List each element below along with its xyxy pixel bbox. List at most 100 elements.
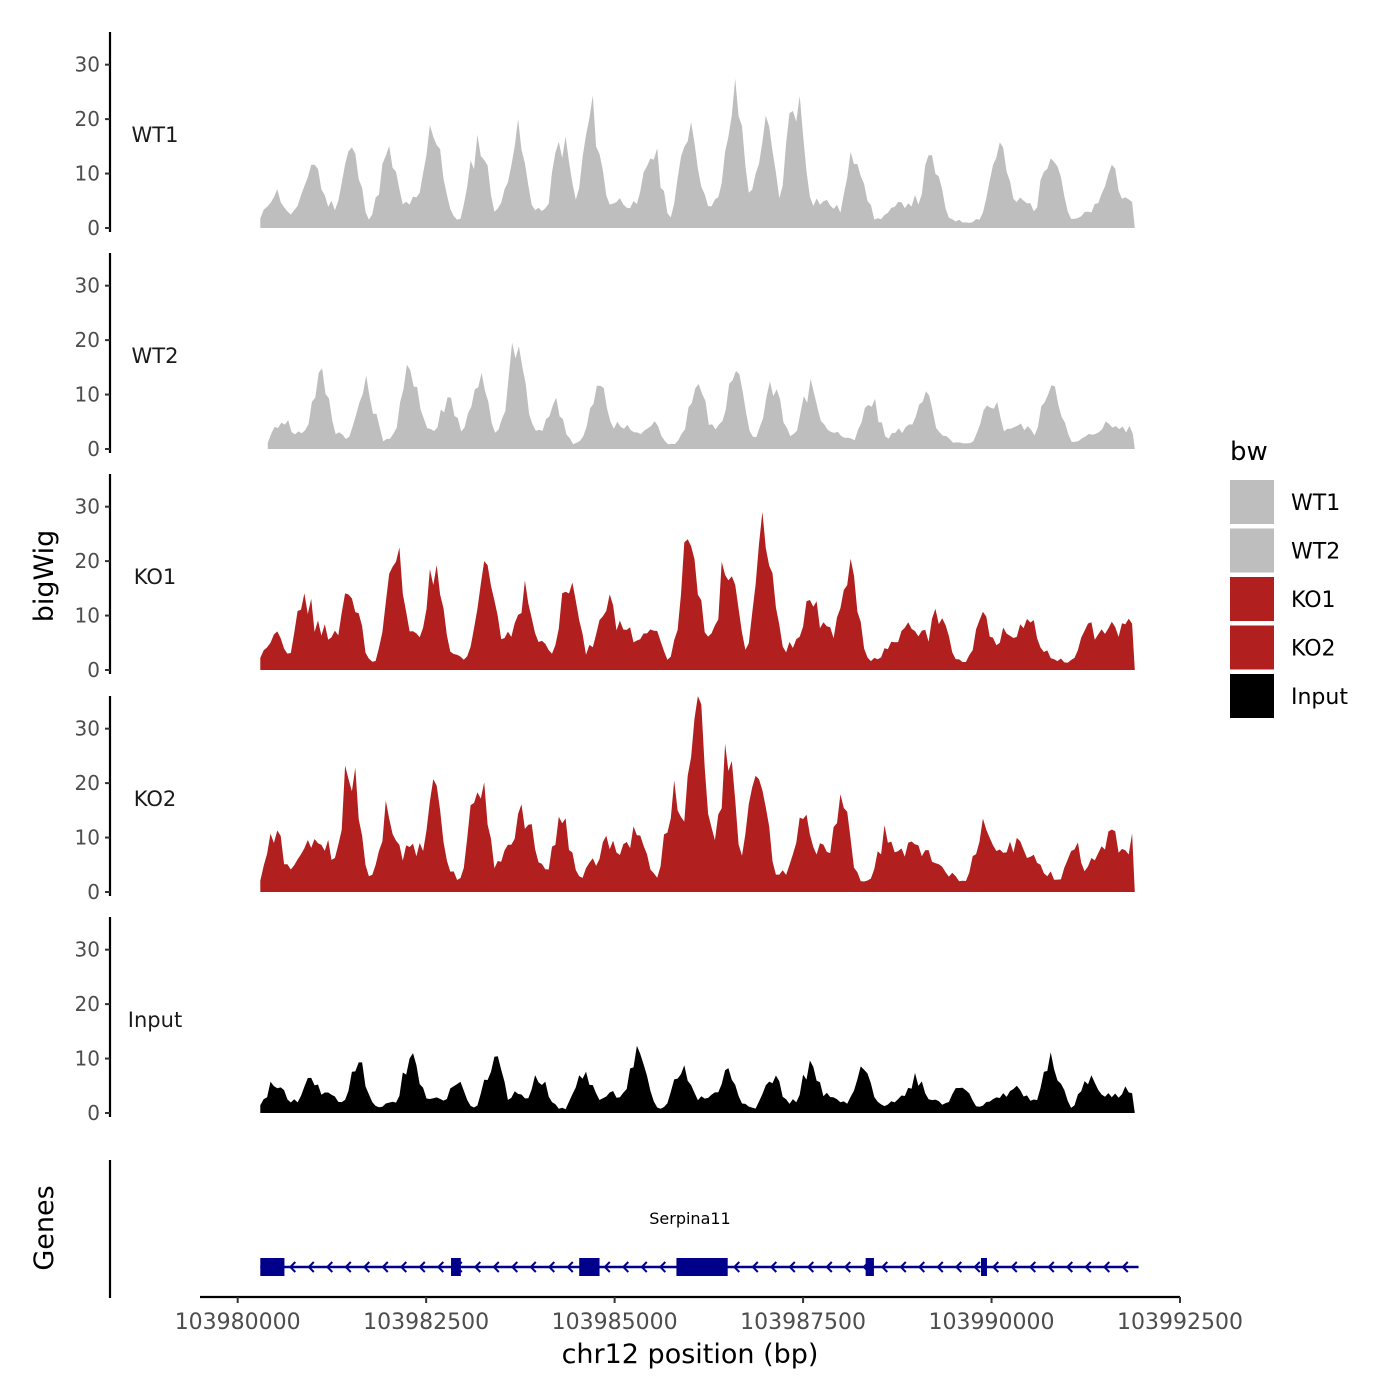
y-tick-label: 0 [87,437,100,461]
strand-arrow [547,1261,556,1273]
legend: bw WT1 WT2 KO1 KO2 Input [1230,437,1348,718]
strand-arrow [751,1261,759,1273]
strand-arrow [1065,1261,1074,1273]
legend-label-ko1: KO1 [1291,588,1336,613]
strand-arrow [1084,1261,1092,1273]
strand-arrow [917,1261,926,1273]
x-tick-label: 103985000 [552,1310,678,1335]
strand-arrow [658,1261,667,1273]
strand-arrow [529,1261,537,1273]
strand-arrow [603,1261,611,1273]
strand-arrow [621,1261,630,1273]
gene-exon [980,1258,987,1276]
coverage-area-ko1 [260,511,1135,670]
coverage-area-input [260,1045,1135,1113]
legend-title: bw [1230,437,1268,467]
gene-exon [260,1258,285,1276]
y-tick-label: 30 [75,274,100,298]
strand-arrow [936,1261,944,1273]
x-tick-label: 103982500 [363,1310,489,1335]
strand-arrow [325,1261,334,1273]
strand-arrow [954,1261,963,1273]
gene-exon [451,1258,461,1276]
strand-arrow [362,1261,371,1273]
y-tick-label: 0 [87,880,100,904]
strand-arrow [806,1261,815,1273]
gene-exon [865,1258,874,1276]
strand-arrow [825,1261,833,1273]
strand-arrow [510,1261,519,1273]
x-tick-label: 103987500 [740,1310,866,1335]
strand-arrow [436,1261,445,1273]
y-axis-title: bigWig [29,530,60,623]
track-label-ko1: KO1 [134,565,177,589]
genes-panel-title: Genes [29,1185,60,1270]
legend-swatch-input [1230,674,1274,718]
legend-label-wt2: WT2 [1291,540,1340,565]
strand-arrow [973,1261,981,1273]
y-tick-label: 20 [75,992,100,1016]
y-tick-label: 0 [87,1101,100,1125]
x-tick-label: 103990000 [929,1310,1055,1335]
gene-name-label: Serpina11 [649,1209,730,1228]
strand-arrow [788,1261,796,1273]
strand-arrow [288,1261,297,1273]
y-tick-label: 0 [87,658,100,682]
gene-exon [579,1258,600,1276]
strand-arrow [899,1261,907,1273]
strand-arrow [1121,1261,1129,1273]
strand-arrow [991,1261,1000,1273]
coverage-area-wt1 [260,78,1135,228]
strand-arrow [769,1261,778,1273]
y-tick-label: 10 [75,826,100,850]
track-label-wt1: WT1 [132,123,179,147]
track-label-input: Input [128,1008,182,1032]
y-tick-label: 20 [75,107,100,131]
strand-arrow [418,1261,426,1273]
track-ko1: 0 10 20 30 KO1 [75,474,1135,682]
y-tick-label: 10 [75,162,100,186]
y-tick-label: 0 [87,216,100,240]
strand-arrow [381,1261,389,1273]
x-axis-title: chr12 position (bp) [562,1339,819,1370]
legend-label-ko2: KO2 [1291,637,1336,662]
y-tick-label: 30 [75,53,100,77]
track-ko2: 0 10 20 30 KO2 [75,696,1135,904]
strand-arrow [843,1261,852,1273]
strand-arrow [1102,1261,1111,1273]
track-input: 0 10 20 30 Input [75,917,1135,1125]
gene-exon [676,1258,728,1276]
track-wt1: 0 10 20 30 WT1 [75,32,1135,240]
tracks-layer: 0 10 20 30 WT1 0 10 20 30 WT2 0 10 20 30 KO1 0 10 20 30 KO2… [75,32,1135,1125]
strand-arrow [399,1261,408,1273]
strand-arrow [473,1261,482,1273]
y-tick-label: 10 [75,1047,100,1071]
strand-arrow [566,1261,574,1273]
track-label-wt2: WT2 [132,344,179,368]
strand-arrow [880,1261,889,1273]
legend-swatch-wt2 [1230,528,1274,573]
y-tick-label: 30 [75,495,100,519]
coverage-area-ko2 [260,696,1135,892]
y-tick-label: 20 [75,328,100,352]
y-tick-label: 20 [75,771,100,795]
strand-arrow [307,1261,315,1273]
legend-label-wt1: WT1 [1291,491,1340,516]
strand-arrow [732,1261,741,1273]
strand-arrow [1028,1261,1037,1273]
strand-arrow [492,1261,500,1273]
coverage-area-wt2 [267,342,1135,449]
gene-panel: Serpina11 [108,1160,1139,1298]
legend-swatch-wt1 [1230,480,1274,524]
x-tick-label: 103980000 [175,1310,301,1335]
track-label-ko2: KO2 [134,787,177,811]
legend-label-input: Input [1291,685,1348,710]
strand-arrow [344,1261,352,1273]
y-tick-label: 30 [75,938,100,962]
x-axis: 103980000 103982500 103985000 103987500 1039… [175,1295,1243,1335]
legend-swatch-ko2 [1230,625,1274,670]
strand-arrow [1010,1261,1018,1273]
strand-arrow [1047,1261,1055,1273]
y-tick-label: 10 [75,604,100,628]
